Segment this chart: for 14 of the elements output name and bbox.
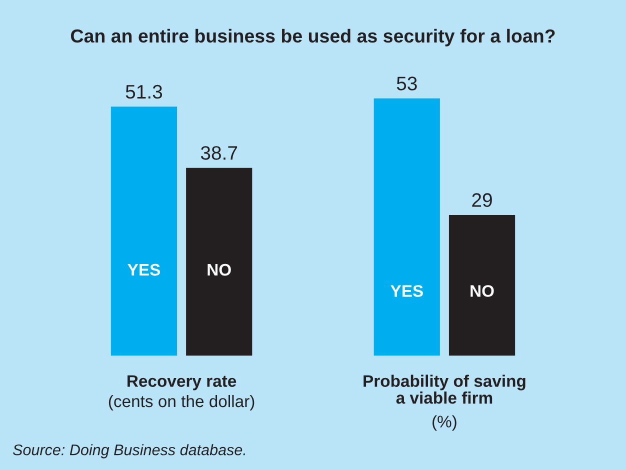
text: (cents on the dollar) (108, 394, 254, 411)
text: (%) (432, 415, 456, 431)
x-axis-title: Recovery rate (128, 375, 236, 390)
data-label: 53 (396, 76, 417, 90)
data-label: 29 (472, 193, 492, 207)
x-tick-label: YES (390, 285, 423, 297)
text: Can an entire business be used as security for a loan? (71, 28, 555, 46)
x-tick-label: YES (128, 264, 160, 276)
data-label: 51.3 (126, 84, 162, 99)
source-note: Source: Doing Business database. (12, 444, 246, 458)
x-tick-label: NO (470, 285, 494, 297)
data-label: 38.7 (200, 146, 238, 160)
x-axis-title: Probability of saving a viable firm (364, 374, 526, 404)
x-tick-label: NO (208, 264, 231, 276)
